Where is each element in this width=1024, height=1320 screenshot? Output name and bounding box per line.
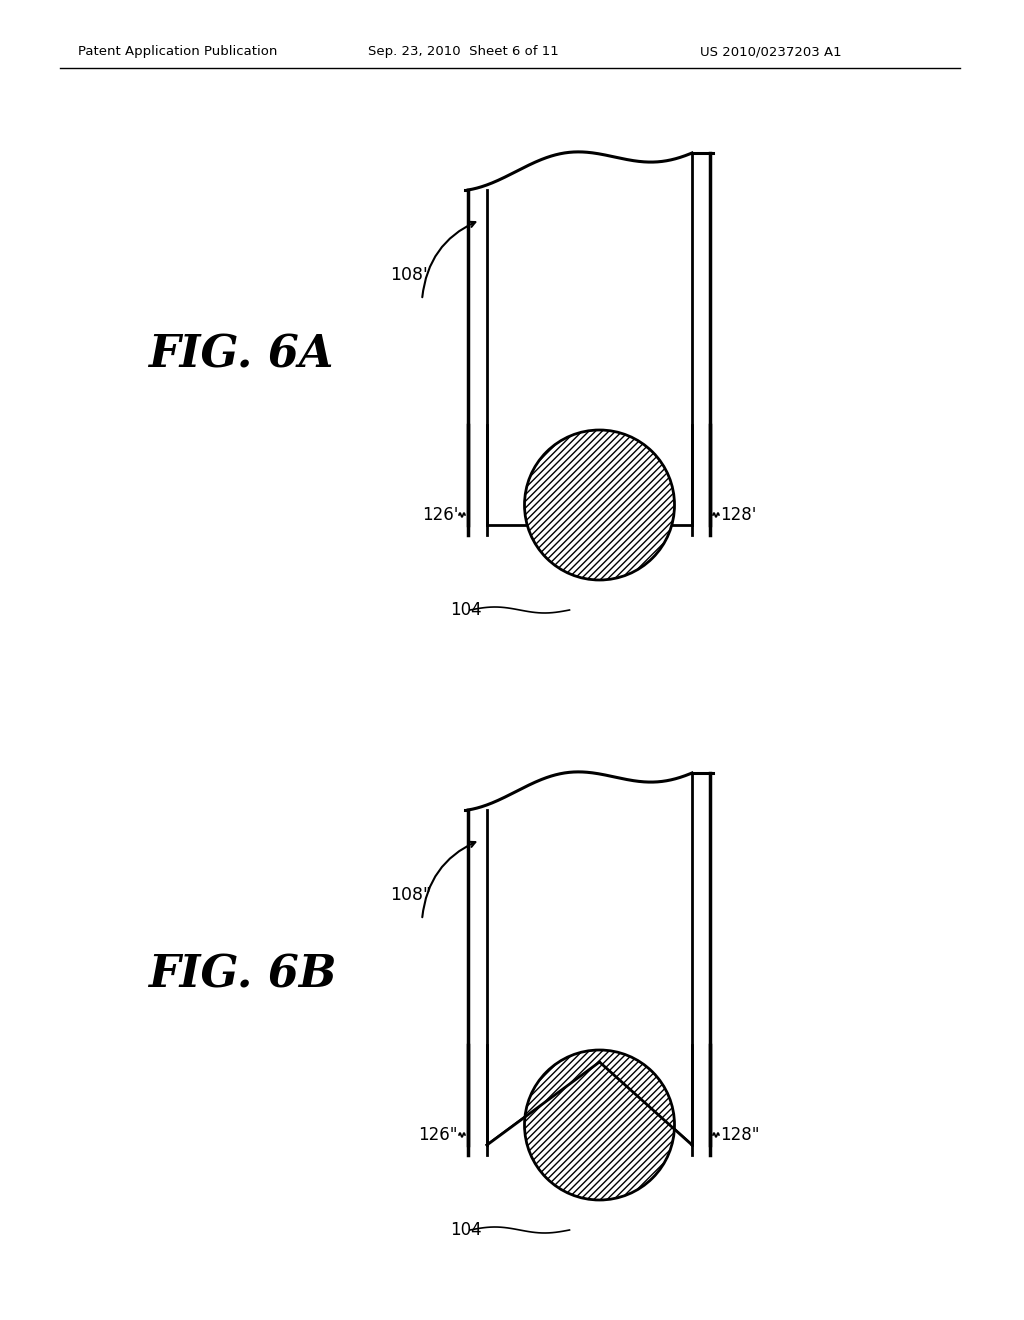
Text: FIG. 6B: FIG. 6B (148, 953, 337, 997)
Text: 108": 108" (390, 886, 431, 904)
Polygon shape (487, 1063, 692, 1144)
Circle shape (524, 1049, 675, 1200)
Text: Patent Application Publication: Patent Application Publication (78, 45, 278, 58)
Text: 126": 126" (419, 1126, 458, 1144)
Text: Sep. 23, 2010  Sheet 6 of 11: Sep. 23, 2010 Sheet 6 of 11 (368, 45, 559, 58)
Circle shape (524, 430, 675, 579)
Text: FIG. 6A: FIG. 6A (148, 334, 334, 376)
Text: 128": 128" (720, 1126, 760, 1144)
Text: 126': 126' (422, 506, 458, 524)
Text: 104: 104 (450, 1221, 481, 1239)
Text: 104: 104 (450, 601, 481, 619)
Text: 108': 108' (390, 267, 428, 284)
Text: US 2010/0237203 A1: US 2010/0237203 A1 (700, 45, 842, 58)
Text: 128': 128' (720, 506, 757, 524)
